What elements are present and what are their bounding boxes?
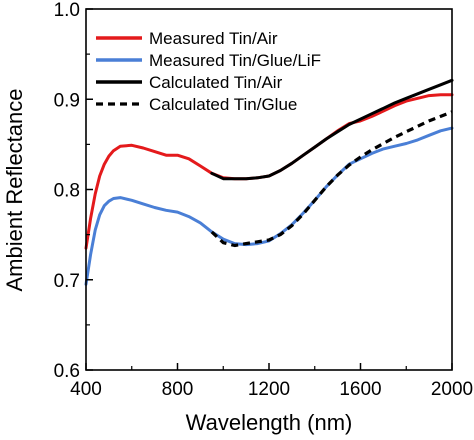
series-line-1 xyxy=(84,126,454,286)
x-axis-ticks: 400 800 1200 1600 2000 xyxy=(70,363,473,400)
y-tick-label: 0.9 xyxy=(54,90,80,111)
y-axis-ticks: 0.6 0.7 0.8 0.9 1.0 xyxy=(54,0,93,382)
legend-label-0: Measured Tin/Air xyxy=(149,29,278,48)
y-axis-title: Ambient Reflectance xyxy=(2,89,27,292)
x-tick-label: 1200 xyxy=(248,379,290,400)
y-tick-label: 0.7 xyxy=(54,271,80,292)
x-tick-label: 800 xyxy=(162,379,194,400)
x-tick-label: 2000 xyxy=(431,379,473,400)
x-axis-title: Wavelength (nm) xyxy=(186,410,353,435)
series-line-0 xyxy=(84,93,454,250)
plot-lines xyxy=(84,78,454,286)
series-line-3 xyxy=(210,110,453,248)
y-tick-label: 0.8 xyxy=(54,181,80,202)
legend-label-3: Calculated Tin/Glue xyxy=(149,95,297,114)
legend: Measured Tin/Air Measured Tin/Glue/LiF Cal… xyxy=(96,29,321,114)
y-tick-label: 1.0 xyxy=(54,0,80,21)
legend-label-1: Measured Tin/Glue/LiF xyxy=(149,51,321,70)
y-tick-label: 0.6 xyxy=(54,361,80,382)
legend-label-2: Calculated Tin/Air xyxy=(149,73,283,92)
x-tick-label: 400 xyxy=(70,379,102,400)
x-tick-label: 1600 xyxy=(339,379,381,400)
series-line-2 xyxy=(210,78,454,181)
